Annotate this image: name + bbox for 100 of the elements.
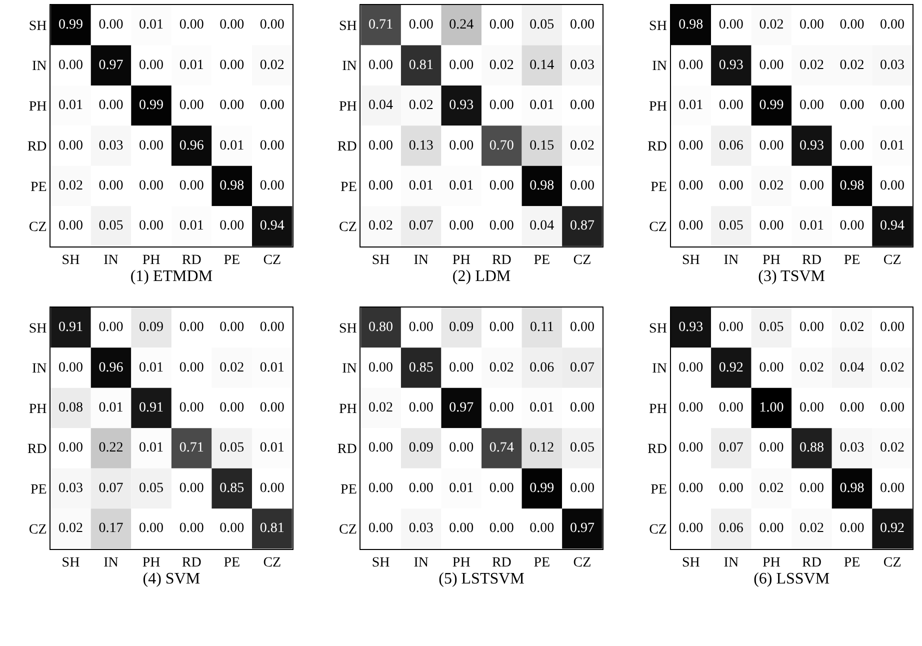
data-label: 0.02 bbox=[840, 320, 864, 336]
data-label: 0.01 bbox=[449, 178, 474, 194]
data-label: 0.00 bbox=[179, 98, 204, 114]
data-label: 0.00 bbox=[368, 138, 394, 154]
data-label: 0.02 bbox=[489, 58, 514, 73]
data-label: 0.22 bbox=[98, 440, 124, 456]
data-label: 0.00 bbox=[759, 521, 784, 536]
data-label: 0.07 bbox=[408, 218, 434, 234]
data-label: 0.00 bbox=[368, 440, 394, 456]
data-label: 0.81 bbox=[408, 58, 434, 73]
x-tick-label: PH bbox=[452, 253, 470, 268]
y-tick-label: CZ bbox=[338, 220, 357, 236]
y-tick-label: SH bbox=[28, 321, 47, 336]
data-label: 0.17 bbox=[98, 521, 124, 536]
data-label: 0.06 bbox=[530, 360, 554, 376]
y-tick-label: IN bbox=[32, 362, 47, 377]
data-label: 0.70 bbox=[489, 138, 514, 154]
x-axis-title: (6) LSSVM bbox=[754, 570, 830, 588]
data-label: 0.01 bbox=[880, 138, 905, 154]
data-label: 0.00 bbox=[98, 18, 124, 33]
data-label: 0.07 bbox=[718, 440, 744, 456]
y-tick-label: RD bbox=[648, 140, 667, 155]
data-label: 0.00 bbox=[489, 178, 514, 194]
y-tick-label: CZ bbox=[28, 522, 47, 538]
data-label: 0.00 bbox=[799, 18, 824, 33]
data-label: 0.98 bbox=[840, 480, 864, 496]
data-label: 0.00 bbox=[98, 98, 124, 114]
data-label: 0.00 bbox=[718, 400, 744, 416]
data-label: 0.00 bbox=[718, 480, 744, 496]
data-label: 0.00 bbox=[368, 480, 394, 496]
data-label: 0.00 bbox=[260, 18, 284, 33]
data-label: 0.00 bbox=[570, 480, 594, 496]
data-label: 0.00 bbox=[179, 400, 204, 416]
data-label: 0.00 bbox=[678, 58, 704, 73]
data-label: 0.98 bbox=[220, 178, 244, 194]
x-tick-label: CZ bbox=[573, 556, 592, 571]
y-tick-label: PH bbox=[28, 402, 47, 417]
data-label: 0.00 bbox=[678, 360, 704, 376]
data-label: 0.02 bbox=[759, 178, 784, 194]
data-label: 0.00 bbox=[220, 320, 244, 336]
x-tick-label: RD bbox=[182, 253, 202, 268]
data-label: 0.00 bbox=[718, 98, 744, 114]
data-label: 0.08 bbox=[58, 400, 83, 416]
data-label: 0.00 bbox=[489, 320, 514, 336]
data-label: 0.97 bbox=[570, 521, 594, 536]
data-label: 0.02 bbox=[840, 58, 864, 73]
data-label: 0.00 bbox=[799, 480, 824, 496]
data-label: 0.02 bbox=[570, 138, 594, 154]
y-tick-label: RD bbox=[27, 442, 47, 458]
data-label: 0.00 bbox=[678, 480, 704, 496]
data-label: 0.00 bbox=[260, 320, 284, 336]
x-tick-label: IN bbox=[104, 253, 118, 268]
data-label: 0.00 bbox=[799, 98, 824, 114]
data-label: 0.71 bbox=[179, 440, 204, 456]
data-label: 0.01 bbox=[530, 400, 554, 416]
data-label: 0.98 bbox=[530, 178, 554, 194]
x-tick-label: IN bbox=[724, 253, 739, 268]
y-tick-label: CZ bbox=[338, 522, 357, 538]
data-label: 0.98 bbox=[840, 178, 864, 194]
data-label: 0.98 bbox=[678, 18, 704, 33]
data-label: 0.00 bbox=[570, 320, 594, 336]
x-tick-label: SH bbox=[62, 253, 80, 268]
data-label: 0.01 bbox=[449, 480, 474, 496]
x-tick-label: CZ bbox=[263, 556, 282, 571]
y-tick-label: IN bbox=[652, 362, 667, 377]
data-label: 0.71 bbox=[368, 18, 394, 33]
data-label: 0.03 bbox=[570, 58, 594, 73]
data-label: 0.00 bbox=[408, 320, 434, 336]
y-tick-label: PE bbox=[650, 180, 667, 195]
data-label: 0.03 bbox=[408, 521, 434, 536]
y-tick-label: PE bbox=[650, 482, 667, 498]
data-label: 0.00 bbox=[840, 218, 864, 234]
data-label: 0.00 bbox=[880, 18, 905, 33]
x-axis-title: (5) LSTSVM bbox=[438, 570, 524, 588]
data-label: 0.02 bbox=[489, 360, 514, 376]
data-label: 0.05 bbox=[759, 320, 784, 336]
data-label: 0.15 bbox=[530, 138, 554, 154]
x-tick-label: PE bbox=[844, 556, 860, 571]
data-label: 0.00 bbox=[759, 58, 784, 73]
data-label: 0.09 bbox=[449, 320, 474, 336]
data-label: 0.00 bbox=[368, 58, 394, 73]
data-label: 0.02 bbox=[880, 440, 905, 456]
data-label: 0.02 bbox=[799, 58, 824, 73]
data-label: 0.96 bbox=[179, 138, 204, 154]
data-label: 0.00 bbox=[139, 58, 164, 73]
data-label: 0.81 bbox=[260, 521, 284, 536]
data-label: 0.00 bbox=[570, 18, 594, 33]
data-label: 0.02 bbox=[799, 521, 824, 536]
data-label: 0.93 bbox=[449, 98, 474, 114]
data-label: 0.85 bbox=[408, 360, 434, 376]
data-label: 0.91 bbox=[58, 320, 83, 336]
data-label: 0.09 bbox=[408, 440, 434, 456]
data-label: 0.00 bbox=[678, 440, 704, 456]
data-label: 0.00 bbox=[449, 521, 474, 536]
data-label: 0.00 bbox=[530, 521, 554, 536]
data-label: 0.00 bbox=[799, 400, 824, 416]
data-label: 0.01 bbox=[139, 440, 164, 456]
data-label: 0.99 bbox=[58, 18, 83, 33]
y-tick-label: IN bbox=[652, 59, 667, 74]
data-label: 0.00 bbox=[880, 98, 905, 114]
